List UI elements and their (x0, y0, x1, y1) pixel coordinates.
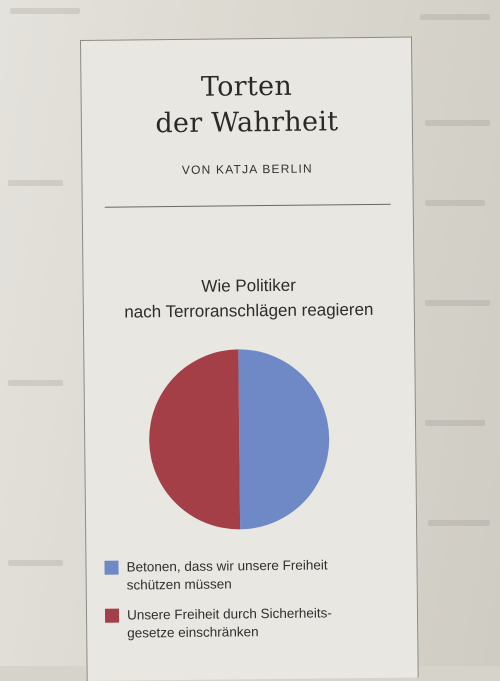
legend-label: Unsere Freiheit durch Sicherheits- geset… (127, 604, 397, 643)
faded-text (425, 120, 490, 126)
legend-swatch-red (104, 608, 120, 623)
byline: VON KATJA BERLIN (181, 161, 313, 177)
faded-text (8, 380, 63, 386)
faded-text (428, 520, 490, 526)
legend-item: Betonen, dass wir unsere Freiheit schütz… (104, 556, 404, 593)
faded-text (425, 300, 490, 306)
chart-title: Wie Politiker (201, 275, 296, 296)
legend-item: Unsere Freiheit durch Sicherheits- geset… (104, 604, 405, 641)
legend-label: Betonen, dass wir unsere Freiheit schütz… (126, 556, 396, 595)
faded-text (420, 14, 490, 20)
article-title: der Wahrheit (155, 106, 339, 140)
faded-text (8, 180, 63, 186)
pie-slice-1 (149, 349, 241, 530)
chart-title: nach Terroranschlägen reagieren (124, 299, 374, 322)
article-title: Torten (200, 70, 293, 103)
legend-label-line: schützen müssen (126, 576, 232, 593)
faded-text (8, 560, 63, 566)
article-column: Torten der Wahrheit VON KATJA BERLIN Wie… (80, 36, 419, 681)
legend-label-line: gesetze einschränken (127, 624, 259, 641)
legend-swatch-blue (104, 560, 119, 575)
divider (104, 203, 391, 208)
faded-text (425, 420, 485, 426)
faded-text (425, 200, 485, 206)
faded-text (10, 8, 80, 14)
pie-chart (149, 349, 330, 530)
pie-slice-0 (238, 349, 330, 530)
